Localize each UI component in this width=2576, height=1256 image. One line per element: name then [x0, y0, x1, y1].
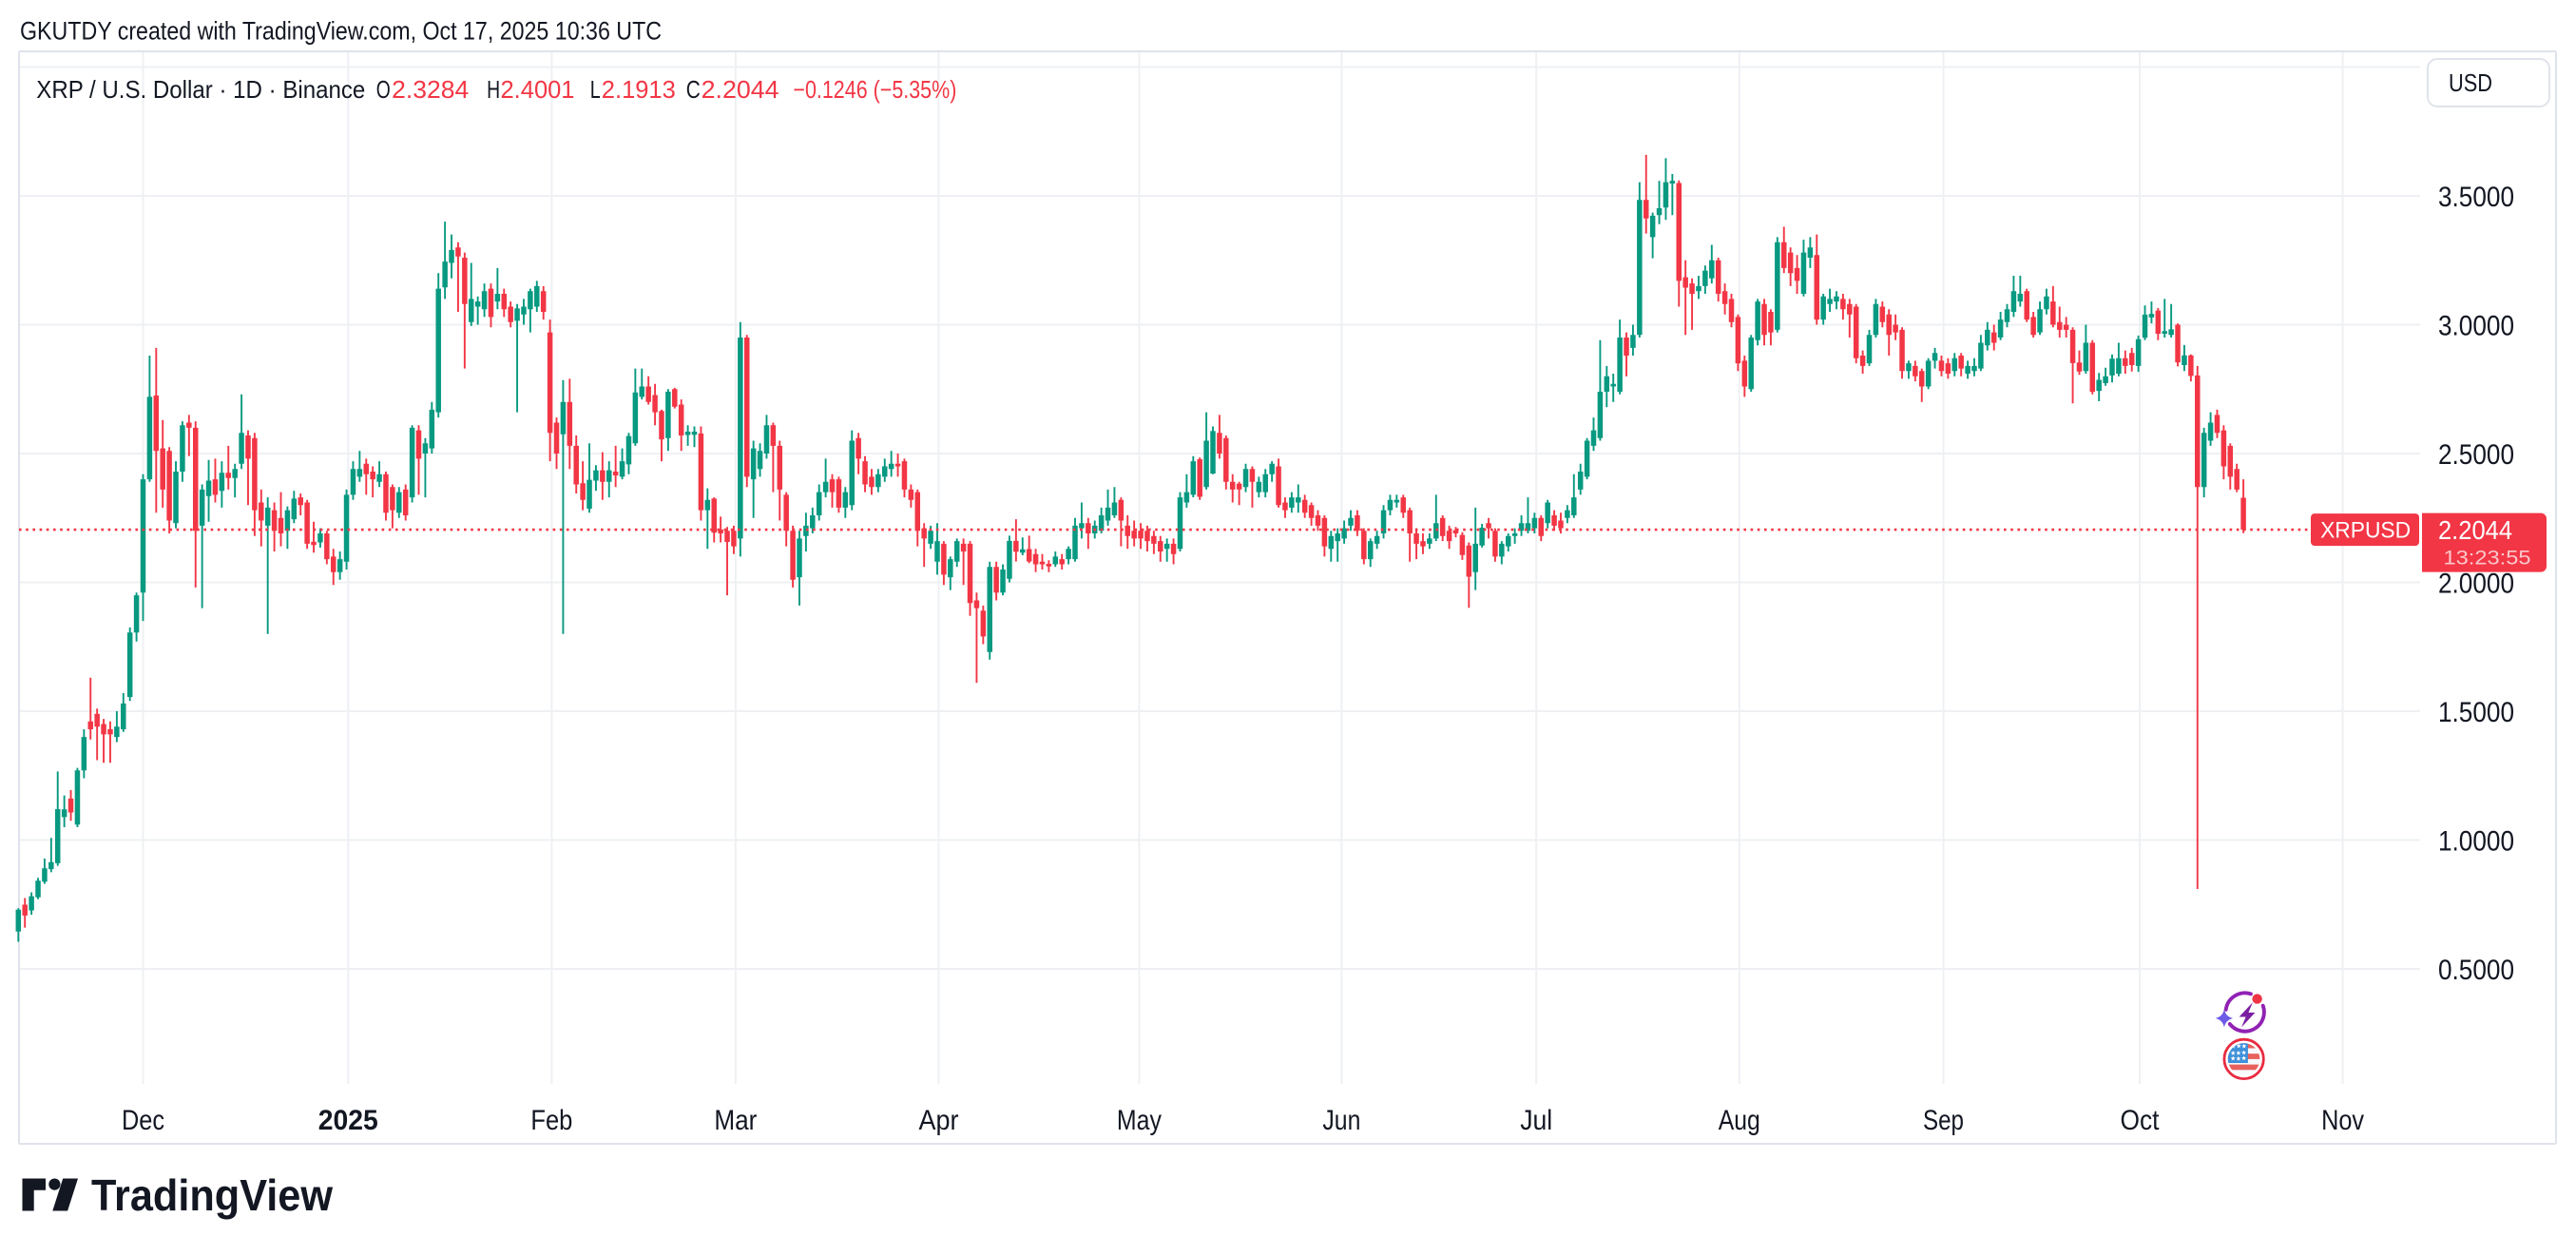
- svg-text:Oct: Oct: [2121, 1105, 2161, 1136]
- svg-text:2.2044: 2.2044: [2438, 515, 2512, 545]
- svg-text:Jul: Jul: [1520, 1105, 1552, 1136]
- svg-text:Nov: Nov: [2321, 1105, 2364, 1136]
- svg-text:13:23:55: 13:23:55: [2444, 548, 2531, 570]
- svg-text:XRP / U.S. Dollar · 1D · Binan: XRP / U.S. Dollar · 1D · Binance: [36, 75, 365, 104]
- svg-text:Apr: Apr: [919, 1105, 959, 1136]
- svg-text:2.0000: 2.0000: [2438, 569, 2514, 600]
- svg-text:2.2044: 2.2044: [702, 75, 779, 104]
- svg-text:XRPUSD: XRPUSD: [2320, 518, 2411, 544]
- svg-text:H: H: [487, 75, 500, 104]
- svg-text:Mar: Mar: [714, 1105, 757, 1136]
- svg-text:C: C: [686, 75, 701, 104]
- svg-text:Dec: Dec: [122, 1105, 164, 1136]
- svg-text:2025: 2025: [318, 1105, 378, 1136]
- svg-text:1.5000: 1.5000: [2438, 697, 2514, 728]
- svg-text:Sep: Sep: [1923, 1105, 1964, 1136]
- svg-text:L: L: [590, 75, 601, 104]
- svg-text:−0.1246 (−5.35%): −0.1246 (−5.35%): [793, 75, 956, 104]
- svg-text:2.5000: 2.5000: [2438, 439, 2514, 471]
- svg-text:GKUTDY created with TradingVie: GKUTDY created with TradingView.com, Oct…: [20, 17, 662, 46]
- svg-text:Jun: Jun: [1322, 1105, 1360, 1136]
- svg-text:3.0000: 3.0000: [2438, 311, 2514, 342]
- svg-text:TradingView: TradingView: [91, 1170, 333, 1220]
- svg-text:USD: USD: [2449, 70, 2492, 97]
- svg-text:2.4001: 2.4001: [501, 75, 575, 104]
- svg-text:1.0000: 1.0000: [2438, 826, 2514, 858]
- svg-text:O: O: [376, 75, 391, 104]
- svg-text:3.5000: 3.5000: [2438, 182, 2514, 213]
- svg-text:2.3284: 2.3284: [392, 75, 469, 104]
- svg-text:Feb: Feb: [530, 1105, 572, 1136]
- svg-text:Aug: Aug: [1719, 1105, 1760, 1136]
- svg-text:2.1913: 2.1913: [602, 75, 676, 104]
- svg-text:May: May: [1117, 1105, 1162, 1136]
- svg-text:0.5000: 0.5000: [2438, 955, 2514, 986]
